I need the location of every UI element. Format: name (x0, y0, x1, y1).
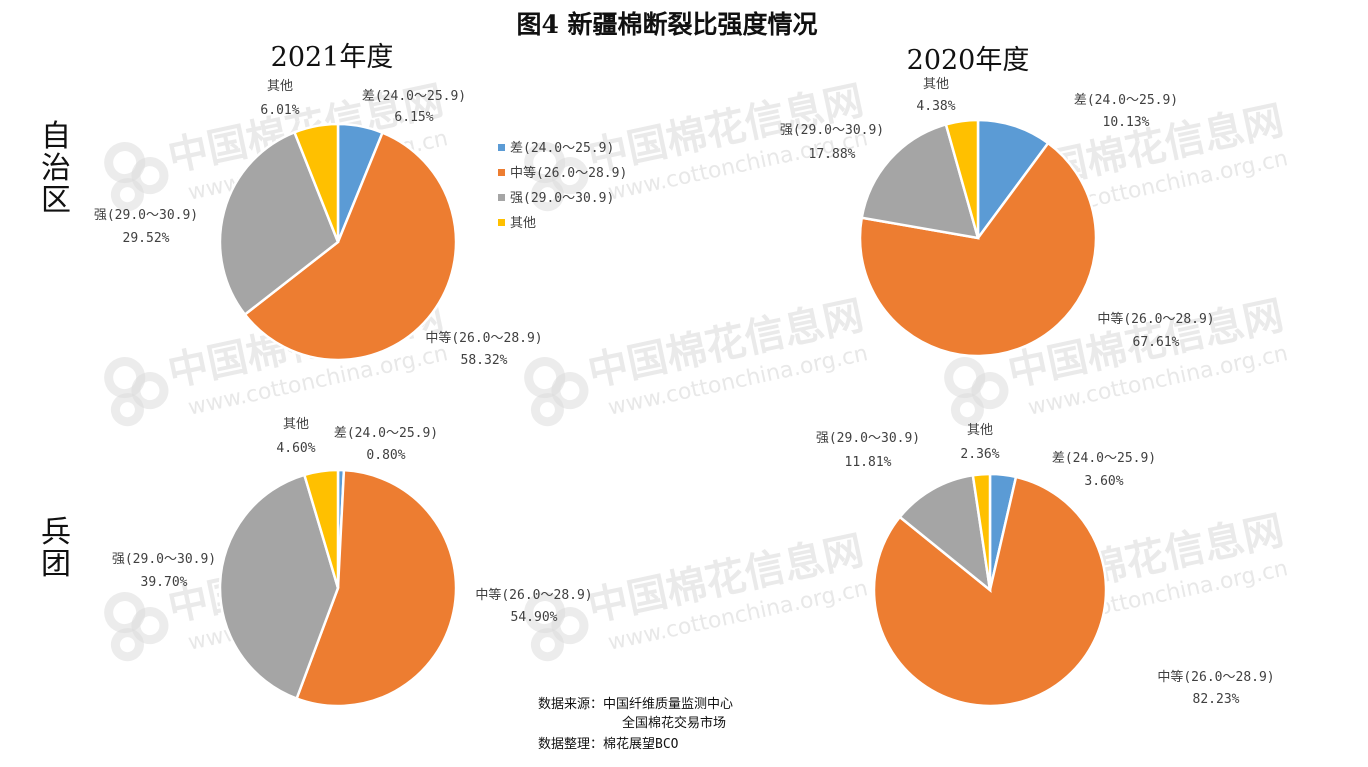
pie-slice-中等 (858, 141, 1098, 358)
pie-slice-中等 (295, 468, 458, 708)
slice-label-value: 11.81% (845, 455, 892, 470)
slice-label-value: 67.61% (1133, 335, 1180, 350)
slice-label-name: 差(24.0～25.9) (1074, 93, 1178, 108)
slice-label-value: 3.60% (1084, 474, 1123, 489)
slice-label-name: 中等(26.0～28.9) (475, 587, 592, 603)
slice-label-name: 差(24.0～25.9) (362, 89, 466, 104)
pie-slice-强 (218, 130, 340, 317)
pie-charts: 差(24.0～25.9) 6.15% 中等(26.0～28.9) 58.32% 强(29… (94, 77, 1275, 708)
row-label-region-char-1: 自 (41, 119, 71, 154)
slice-label-value: 82.23% (1193, 692, 1240, 707)
pie-slice-中等 (243, 131, 458, 362)
cotton-logo-icon (524, 592, 589, 662)
cotton-logo-icon (104, 357, 169, 427)
row-label-region-char-2: 治 (41, 151, 71, 186)
source-note: 数据来源：中国纤维质量监测中心 全国棉花交易市场 数据整理：棉花展望BCO (538, 697, 733, 752)
slice-label-name: 中等(26.0～28.9) (1097, 311, 1214, 327)
slice-label-value: 39.70% (141, 575, 188, 590)
source-line-2: 全国棉花交易市场 (622, 715, 726, 731)
pie-chart-4: 差(24.0～25.9) 3.60% 中等(26.0～28.9) 82.23% 强(29… (816, 423, 1275, 708)
slice-label-value: 10.13% (1103, 115, 1150, 130)
pie-chart-2: 差(24.0～25.9) 10.13% 中等(26.0～28.9) 67.61% 强(2… (780, 77, 1215, 358)
slice-label-name: 强(29.0～30.9) (816, 431, 920, 446)
legend-swatch (498, 144, 505, 151)
slice-label-value: 6.15% (394, 110, 433, 125)
slice-label-name: 强(29.0～30.9) (780, 123, 884, 138)
legend-swatch (498, 194, 505, 201)
slice-label-value: 54.90% (511, 610, 558, 625)
slice-label-value: 4.38% (916, 99, 955, 114)
source-line-3: 数据整理：棉花展望BCO (538, 736, 679, 752)
slice-label-value: 4.60% (276, 441, 315, 456)
pie-chart-1: 差(24.0～25.9) 6.15% 中等(26.0～28.9) 58.32% 强(29… (94, 79, 543, 368)
pie-slice-其他 (292, 122, 340, 243)
legend-label: 其他 (510, 216, 536, 231)
slice-label-value: 2.36% (960, 447, 999, 462)
cotton-logo-icon (944, 357, 1009, 427)
slice-label-name: 其他 (967, 423, 993, 438)
cotton-logo-icon (104, 142, 169, 212)
pie-slice-强 (218, 473, 340, 701)
cotton-logo-icon (524, 142, 589, 212)
chart-title: 图4 新疆棉断裂比强度情况 (516, 10, 817, 39)
pie-slice-强 (898, 473, 992, 593)
row-label-region-char-3: 区 (41, 183, 71, 218)
slice-label-value: 17.88% (809, 147, 856, 162)
slice-label-name: 差(24.0～25.9) (1052, 451, 1156, 466)
source-line-1: 数据来源：中国纤维质量监测中心 (538, 697, 733, 712)
pie-title-2021: 2021年度 (271, 42, 394, 73)
legend-item: 其他 (498, 216, 536, 231)
slice-label-value: 6.01% (260, 103, 299, 118)
slice-label-name: 中等(26.0～28.9) (1157, 669, 1274, 685)
pie-slice-其他 (971, 472, 992, 591)
slice-label-value: 29.52% (123, 231, 170, 246)
legend-item: 强(29.0～30.9) (498, 191, 614, 206)
legend-item: 中等(26.0～28.9) (498, 165, 627, 181)
legend-item: 差(24.0～25.9) (498, 141, 614, 156)
pie-chart-3: 差(24.0～25.9) 0.80% 中等(26.0～28.9) 54.90% 强(29… (112, 417, 593, 708)
slice-label-name: 其他 (283, 417, 309, 432)
cotton-logo-icon (524, 357, 589, 427)
slice-label-name: 其他 (267, 79, 293, 94)
slice-label-name: 其他 (923, 77, 949, 92)
cotton-logo-icon (104, 592, 169, 662)
row-label-corps-char-2: 团 (41, 547, 71, 582)
slice-label-name: 强(29.0～30.9) (94, 208, 198, 223)
legend-label: 中等(26.0～28.9) (510, 165, 627, 181)
legend: 差(24.0～25.9) 中等(26.0～28.9) 强(29.0～30.9) 其他 (498, 141, 627, 231)
pie-slice-强 (860, 122, 980, 240)
slice-label-value: 58.32% (461, 353, 508, 368)
legend-swatch (498, 219, 505, 226)
row-label-corps-char-1: 兵 (41, 515, 71, 550)
pie-slice-差 (976, 118, 1050, 242)
slice-label-value: 0.80% (366, 448, 405, 463)
pie-slice-其他 (302, 468, 340, 589)
slice-label-name: 中等(26.0～28.9) (425, 330, 542, 346)
slice-label-name: 强(29.0～30.9) (112, 552, 216, 567)
legend-label: 差(24.0～25.9) (510, 141, 614, 156)
slice-label-name: 差(24.0～25.9) (334, 426, 438, 441)
pie-title-2020: 2020年度 (907, 45, 1030, 76)
legend-swatch (498, 169, 505, 176)
legend-label: 强(29.0～30.9) (510, 191, 614, 206)
pie-slice-其他 (944, 118, 980, 239)
